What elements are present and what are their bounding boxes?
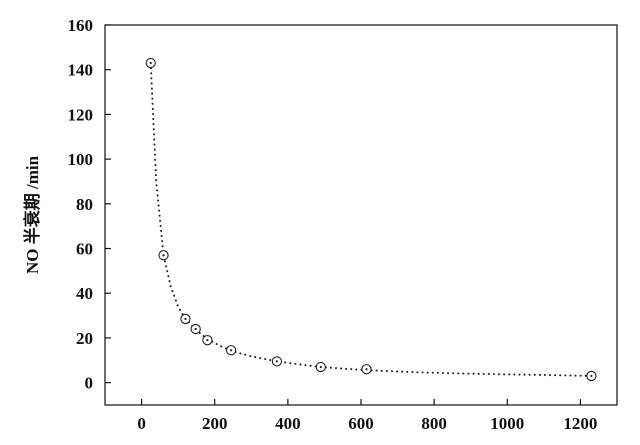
data-point-center bbox=[590, 374, 593, 378]
data-point bbox=[145, 57, 156, 69]
y-axis-title: NO 半衰期 /min bbox=[22, 155, 42, 274]
y-tick-label: 140 bbox=[68, 61, 94, 80]
x-tick-label: 400 bbox=[275, 414, 301, 433]
data-point-center bbox=[319, 365, 322, 369]
data-point bbox=[158, 250, 169, 261]
x-tick-label: 600 bbox=[348, 414, 374, 433]
data-point-center bbox=[184, 317, 187, 321]
data-point-center bbox=[149, 61, 152, 65]
data-point bbox=[271, 356, 283, 367]
y-tick-label: 40 bbox=[76, 284, 93, 303]
y-tick-label: 20 bbox=[76, 329, 93, 348]
data-points-layer bbox=[145, 57, 597, 382]
fit-curve-line bbox=[149, 62, 593, 377]
ticks-layer bbox=[105, 24, 582, 405]
data-point bbox=[190, 323, 201, 335]
data-point-center bbox=[206, 339, 209, 342]
data-point-center bbox=[162, 254, 165, 257]
data-point-center bbox=[194, 327, 197, 331]
data-point bbox=[361, 364, 372, 375]
plot-frame bbox=[104, 24, 618, 406]
x-tick-label: 1200 bbox=[563, 414, 597, 433]
fit-curve-layer bbox=[149, 62, 593, 377]
data-point bbox=[180, 313, 191, 325]
x-tick-label: 200 bbox=[202, 414, 228, 433]
y-tick-label: 100 bbox=[68, 150, 94, 169]
y-tick-label: 80 bbox=[76, 195, 93, 214]
data-point bbox=[202, 335, 213, 346]
y-tick-label: 60 bbox=[76, 240, 93, 259]
data-point-center bbox=[230, 349, 233, 352]
data-point bbox=[226, 345, 237, 356]
data-point bbox=[586, 370, 597, 382]
x-tick-label: 0 bbox=[137, 414, 146, 433]
x-tick-label: 1000 bbox=[490, 414, 524, 433]
tick-labels-layer: 0 200 400 600 800 1000 1200 0 20 40 60 80 100 120 140 1… bbox=[68, 16, 598, 433]
y-tick-label: 0 bbox=[85, 374, 94, 393]
y-tick-label: 120 bbox=[68, 105, 94, 124]
data-point-center bbox=[275, 360, 278, 363]
x-tick-label: 800 bbox=[421, 414, 447, 433]
y-tick-label: 160 bbox=[68, 16, 94, 35]
data-point-center bbox=[365, 368, 368, 371]
data-point bbox=[315, 361, 326, 373]
